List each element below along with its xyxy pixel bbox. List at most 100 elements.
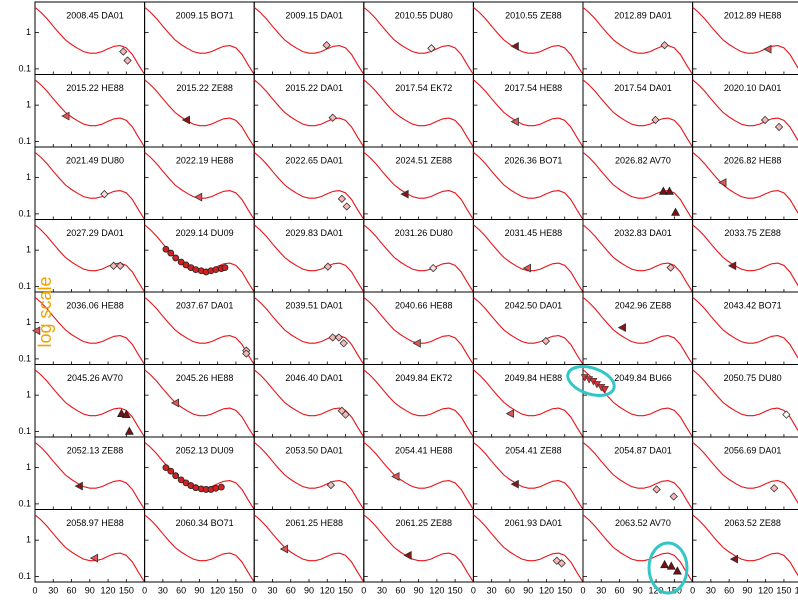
panel-title: 2017.54 HE88 [505, 83, 563, 93]
panel-title: 2060.34 BO71 [176, 518, 234, 528]
marker [774, 122, 784, 132]
panel-title: 2031.26 DU80 [395, 228, 453, 238]
panel-title: 2037.67 DA01 [176, 300, 234, 310]
x-tick-label: 0 [32, 585, 37, 595]
panel-title: 2049.84 BU66 [614, 373, 672, 383]
model-curve [473, 151, 583, 220]
panel: 2042.50 DA01 [472, 291, 584, 365]
panel-title: 2033.75 ZE88 [724, 228, 781, 238]
model-curve [254, 296, 364, 365]
marker [660, 41, 669, 50]
marker [181, 115, 191, 125]
x-tick-label: 60 [615, 585, 625, 595]
marker [116, 261, 125, 270]
y-tick-label: 1 [26, 172, 31, 182]
panel: 2031.26 DU80 [363, 219, 474, 293]
panel-title: 2049.84 HE88 [505, 373, 563, 383]
panel-title: 2063.52 AV70 [615, 518, 671, 528]
panel-title: 2050.75 DU80 [724, 373, 782, 383]
panel: 2049.84 BU66 [580, 364, 694, 438]
panel-title: 2024.51 ZE88 [396, 155, 453, 165]
panel-title: 2015.22 HE88 [66, 83, 124, 93]
model-curve [473, 369, 583, 437]
panel: 2045.26 HE88 [144, 364, 255, 438]
y-tick-label: 0.1 [18, 208, 31, 218]
marker [651, 115, 660, 125]
marker [339, 339, 348, 348]
marker [427, 44, 436, 53]
marker [522, 263, 531, 273]
model-curve [583, 441, 693, 510]
model-curve [363, 369, 474, 437]
x-tick-label: 150 [119, 585, 134, 595]
panel: 2049.84 EK72 [363, 364, 474, 438]
model-curve [583, 296, 693, 365]
panel-title: 2052.13 DU09 [176, 445, 234, 455]
panel: 2050.75 DU80 [692, 364, 798, 438]
x-tick-label: 150 [338, 585, 353, 595]
panel: 2029.83 DA01 [253, 219, 365, 293]
marker [617, 323, 626, 333]
y-tick-label: 0.1 [18, 136, 31, 146]
model-curve [363, 6, 474, 75]
panel-title: 2036.06 HE88 [66, 300, 124, 310]
panel-title: 2015.22 DA01 [285, 83, 343, 93]
panel-title: 2045.26 AV70 [67, 373, 123, 383]
y-tick-label: 0.1 [18, 498, 31, 508]
x-tick-label: 120 [210, 585, 225, 595]
panel-title: 2008.45 DA01 [66, 10, 124, 20]
x-tick-label: 0 [252, 585, 257, 595]
panel-title: 2015.22 ZE88 [176, 83, 233, 93]
panel-title: 2054.87 DA01 [614, 445, 672, 455]
panel: 2043.42 BO71 [692, 291, 798, 365]
marker [652, 485, 661, 494]
y-tick-label: 0.1 [18, 571, 31, 581]
panel: 2037.67 DA01 [144, 291, 255, 365]
marker [212, 484, 220, 492]
marker [326, 480, 336, 490]
marker [167, 249, 175, 257]
x-tick-label: 30 [377, 585, 387, 595]
model-curve [583, 151, 693, 220]
marker [760, 115, 770, 125]
marker [193, 192, 203, 202]
model-curve [692, 224, 798, 287]
marker [337, 194, 347, 204]
marker [400, 189, 409, 199]
panel-title: 2031.45 HE88 [505, 228, 563, 238]
marker [552, 556, 561, 565]
marker [403, 550, 412, 560]
panel: 2033.75 ZE88 [692, 219, 798, 293]
model-curve [692, 79, 798, 142]
panel-title: 2026.82 HE88 [724, 155, 782, 165]
panel-title: 2046.40 DA01 [285, 373, 343, 383]
x-tick-label: 60 [286, 585, 296, 595]
panel: 0 30 60 90 120 150 2061.25 ZE88 [361, 509, 474, 595]
model-curve [583, 6, 693, 75]
marker [100, 189, 109, 199]
model-curve [35, 514, 145, 582]
marker [672, 566, 682, 575]
panel-title: 2029.14 DU09 [176, 228, 234, 238]
marker [658, 186, 668, 195]
model-curve [35, 441, 145, 510]
model-curve [363, 441, 474, 510]
panel-title: 2043.42 BO71 [724, 300, 782, 310]
panels: 0.1 1 2008.45 DA01 2009.15 BO71 2009.15 DA01… [18, 1, 798, 595]
x-tick-label: 30 [706, 585, 716, 595]
marker [782, 410, 791, 419]
marker [763, 44, 772, 54]
model-curve [144, 79, 255, 147]
y-tick-label: 0.1 [18, 281, 31, 291]
panel-title: 2061.25 ZE88 [396, 518, 453, 528]
panel-title: 2032.83 DA01 [614, 228, 672, 238]
x-tick-label: 90 [85, 585, 95, 595]
panel: 2031.45 HE88 [472, 219, 584, 293]
x-tick-label: 0 [690, 585, 695, 595]
marker [279, 544, 289, 554]
model-curve [254, 6, 364, 75]
model-curve [473, 514, 583, 582]
y-tick-label: 1 [26, 390, 31, 400]
marker [212, 266, 220, 274]
panel: 0.1 1 2045.26 AV70 [18, 364, 146, 438]
